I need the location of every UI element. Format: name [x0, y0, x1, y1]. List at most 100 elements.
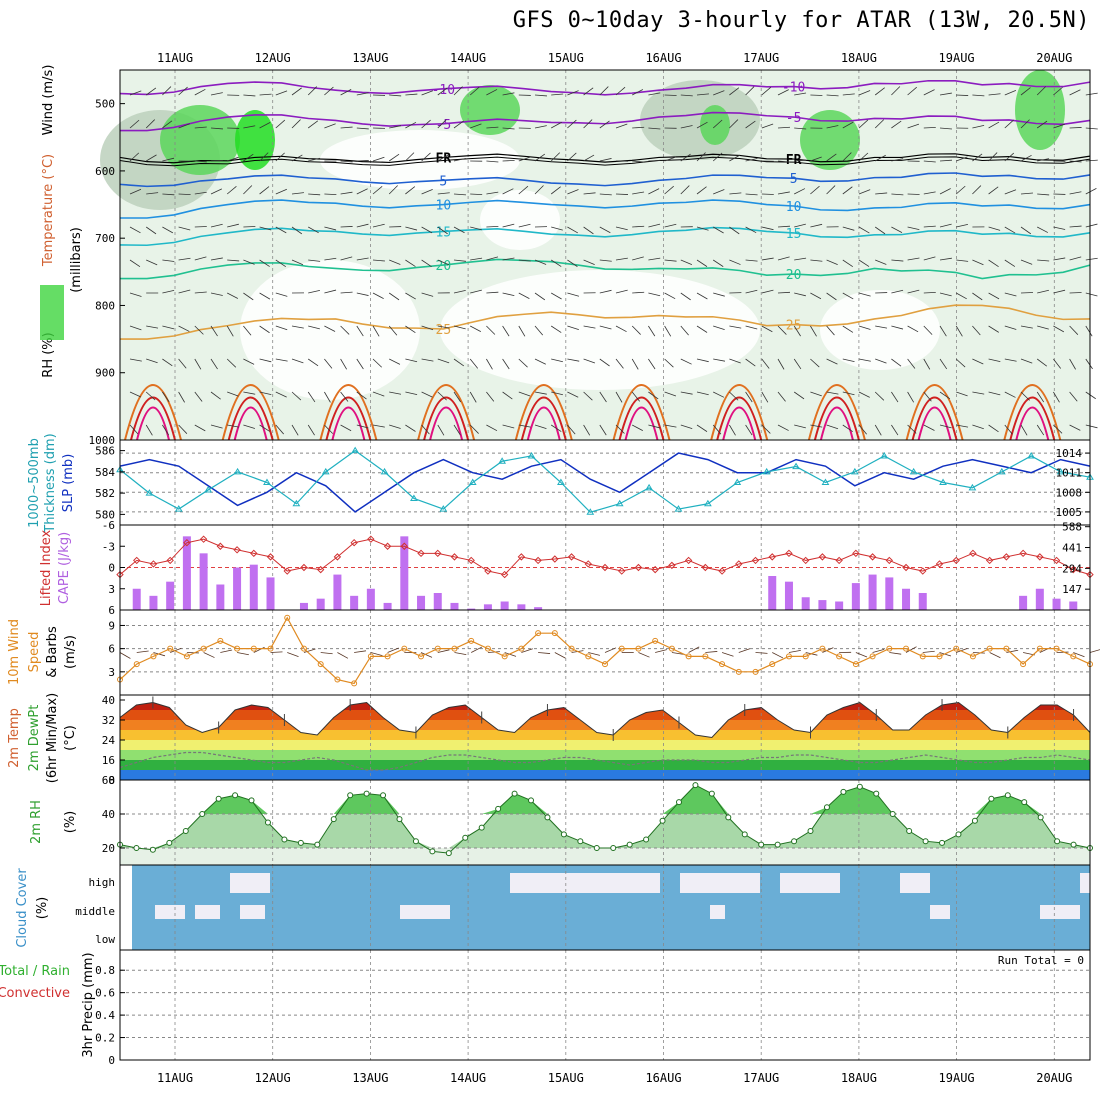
wind-barb: [972, 358, 984, 365]
wind-barb: [308, 259, 321, 262]
wind-barb: [518, 424, 531, 428]
wind-marker: [969, 653, 976, 660]
rh-area: [120, 785, 1090, 848]
y-tick-label: 3: [108, 666, 115, 679]
cape-bar: [467, 608, 476, 610]
li-marker: [1019, 549, 1027, 558]
wind-marker: [719, 661, 726, 668]
wind-barb: [599, 325, 612, 330]
wind-barb: [822, 647, 834, 653]
wind-barb: [534, 391, 547, 395]
wind-marker: [501, 653, 508, 660]
surface-temp-contour: [1003, 384, 1062, 441]
cloud-mid-block: [930, 905, 950, 919]
y-tick-label: 600: [95, 165, 115, 178]
wind-barb: [551, 358, 563, 363]
li-marker: [751, 556, 760, 565]
wind-speed-line: [119, 616, 1091, 685]
rh-marker: [248, 797, 255, 804]
wind-barb: [583, 325, 596, 329]
wind-barb: [1069, 292, 1082, 294]
cape-bar: [266, 577, 275, 610]
wind-barb: [1020, 154, 1032, 162]
wind-barb: [810, 259, 823, 262]
wind-barb: [648, 159, 661, 162]
wind-barb: [891, 289, 904, 294]
wind-barb: [604, 647, 617, 653]
wind-barb: [761, 325, 773, 333]
rh-marker: [330, 816, 337, 823]
wind-barb: [729, 154, 741, 162]
rh-marker: [462, 834, 469, 841]
wind-barb: [502, 223, 515, 228]
wind-barb: [907, 257, 920, 261]
wind-barb: [437, 325, 450, 329]
wind-barb: [1037, 193, 1050, 196]
contour-label: FR: [436, 151, 452, 166]
wind-barb: [178, 424, 188, 434]
wind-barb: [356, 188, 368, 195]
cloud-mid-block: [710, 905, 725, 919]
y-tick-label: 700: [95, 232, 115, 245]
wind-barb: [486, 325, 496, 335]
wind-barb: [939, 292, 952, 297]
wind-barb: [405, 358, 418, 363]
wind-barb: [761, 226, 774, 231]
wind-barb: [178, 86, 188, 96]
wind-barb: [567, 189, 579, 195]
rh-marker: [1070, 841, 1077, 848]
wind-barb: [502, 292, 515, 297]
cloud-level-label: middle: [75, 905, 115, 918]
wind-barb: [615, 123, 628, 129]
wind-barb: [810, 292, 822, 300]
wind-barb: [777, 89, 789, 96]
cape-bar: [316, 598, 325, 610]
wind-barb: [923, 325, 933, 335]
wind-barb: [648, 257, 661, 261]
wind-barb: [874, 391, 885, 401]
wind-barb: [210, 292, 223, 296]
wind-barb: [632, 225, 645, 228]
wind-barb: [259, 186, 270, 195]
wind-barb: [777, 191, 790, 195]
wind-barb: [761, 289, 774, 294]
wind-barb: [291, 259, 304, 266]
wind-barb: [567, 325, 579, 331]
wind-barb: [486, 126, 499, 129]
wind-barb: [696, 121, 708, 129]
wind-barb: [129, 152, 140, 162]
wind-barb: [1053, 289, 1066, 294]
rh-marker: [1037, 814, 1044, 821]
wind-barb: [275, 292, 288, 297]
wind-barb: [236, 652, 249, 656]
wind-barb: [632, 89, 644, 96]
date-label-top: 17AUG: [743, 51, 779, 65]
wind-barb: [907, 391, 915, 403]
wind-barb: [826, 259, 838, 266]
wind-barb: [518, 259, 531, 262]
wind-barb: [178, 325, 190, 332]
wind-barb: [437, 259, 449, 266]
wind-barb: [777, 291, 791, 294]
y-label-2m-rh: 2m RH: [29, 800, 44, 844]
rh-marker: [840, 788, 847, 795]
wind-barb: [372, 391, 385, 397]
surface-temp-contour: [136, 406, 170, 441]
wind-barb: [405, 424, 416, 432]
wind-barb: [421, 325, 434, 331]
wind-barb: [129, 119, 140, 129]
y-label-cloud: Cloud Cover: [15, 868, 30, 948]
wind-marker: [518, 645, 525, 652]
wind-barb: [1085, 188, 1097, 195]
cape-bar: [784, 581, 793, 610]
wind-barb: [1020, 391, 1030, 401]
wind-barb: [648, 325, 656, 337]
wind-barb: [1004, 189, 1017, 195]
wind-barb: [1020, 358, 1033, 364]
wind-barb: [729, 87, 740, 96]
wind-barb: [988, 292, 1000, 300]
wind-barb: [745, 391, 753, 403]
wind-barb: [275, 152, 285, 162]
thickness-marker: [351, 446, 360, 454]
rh-marker: [659, 817, 666, 824]
